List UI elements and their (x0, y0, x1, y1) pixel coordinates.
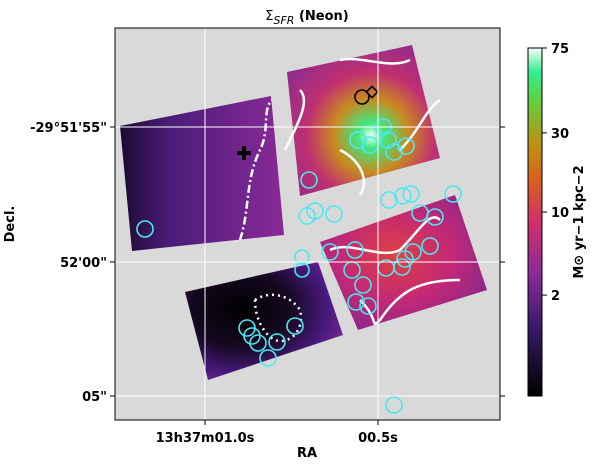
colorbar-label: M⊙ yr−1 kpc−2 (572, 165, 587, 278)
colorbar-tick-label: 30 (551, 127, 569, 142)
marker (365, 85, 379, 99)
colorbar-tick-label: 75 (551, 42, 569, 57)
region (185, 262, 343, 380)
x-axis-label: RA (297, 446, 317, 461)
marker (237, 146, 251, 160)
chart-title: ΣSFR (Neon) (265, 9, 348, 27)
title-text: (Neon) (294, 9, 348, 24)
x-tick-label: 00.5s (358, 431, 398, 446)
markers (136, 118, 462, 414)
colorbar (527, 47, 543, 397)
y-tick-label: 52'00" (60, 256, 107, 271)
x-tick-label: 13h37m01.0s (156, 431, 255, 446)
contours (238, 57, 461, 343)
colorbar-tick-label: 2 (551, 289, 560, 304)
title-subscript: SFR (273, 14, 294, 27)
colorbar-tick-label: 10 (551, 206, 569, 221)
marker (354, 89, 370, 105)
y-tick-label: 05" (82, 390, 107, 405)
title-symbol: Σ (265, 9, 273, 24)
grid (115, 28, 500, 420)
y-axis-label: Decl. (3, 206, 18, 243)
y-tick-label: -29°51'55" (30, 121, 107, 136)
region (287, 45, 440, 196)
plot-frame (114, 27, 501, 421)
region (120, 96, 284, 251)
